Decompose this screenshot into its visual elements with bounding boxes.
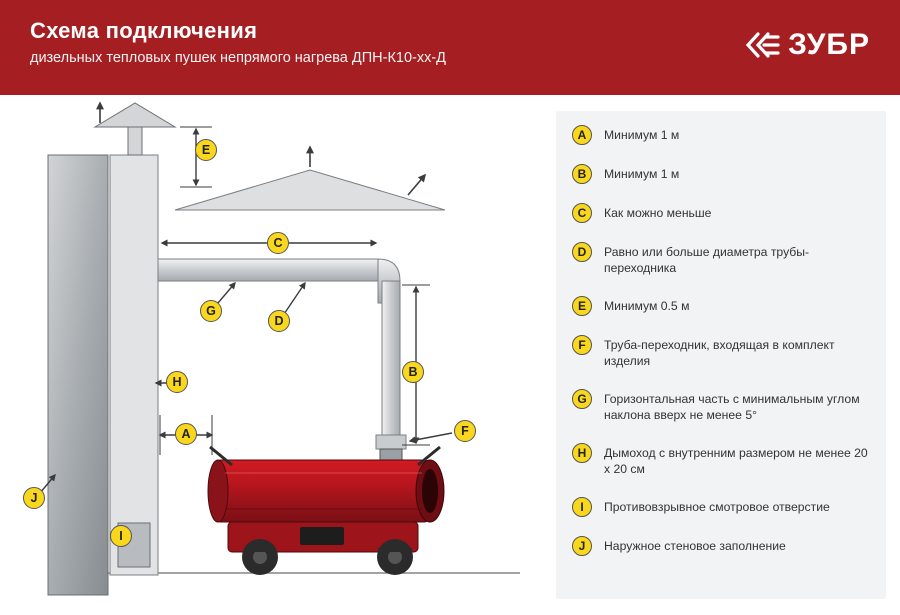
legend-marker-C: C — [572, 203, 592, 223]
logo-icon — [744, 30, 780, 60]
diagram-marker-A: A — [175, 423, 197, 445]
diagram-marker-J: J — [23, 487, 45, 509]
legend-row-H: H Дымоход с внутренним размером не менее… — [572, 443, 870, 478]
diagram-marker-D: D — [268, 310, 290, 332]
header-subtitle: дизельных тепловых пушек непрямого нагре… — [30, 50, 446, 66]
legend-row-B: B Минимум 1 м — [572, 164, 870, 184]
diagram-svg — [0, 95, 550, 615]
legend-text-F: Труба-переходник, входящая в комплект из… — [604, 335, 870, 370]
legend-row-E: E Минимум 0.5 м — [572, 296, 870, 316]
header: Схема подключения дизельных тепловых пуш… — [0, 0, 900, 95]
legend-marker-F: F — [572, 335, 592, 355]
diagram-marker-F: F — [454, 420, 476, 442]
legend-marker-H: H — [572, 443, 592, 463]
diagram-marker-B: B — [402, 361, 424, 383]
legend-marker-B: B — [572, 164, 592, 184]
brand-logo: ЗУБР — [744, 28, 870, 62]
diagram-marker-G: G — [200, 300, 222, 322]
legend-panel: A Минимум 1 м B Минимум 1 м C Как можно … — [556, 111, 886, 599]
legend-marker-E: E — [572, 296, 592, 316]
diagram-marker-H: H — [166, 371, 188, 393]
legend-marker-J: J — [572, 536, 592, 556]
legend-text-A: Минимум 1 м — [604, 125, 679, 143]
header-text-block: Схема подключения дизельных тепловых пуш… — [30, 18, 446, 66]
legend-row-G: G Горизонтальная часть с минимальным угл… — [572, 389, 870, 424]
legend-row-C: C Как можно меньше — [572, 203, 870, 223]
diagram-marker-E: E — [195, 139, 217, 161]
legend-row-I: I Противовзрывное смотровое отверстие — [572, 497, 870, 517]
legend-text-D: Равно или больше диаметра трубы-переходн… — [604, 242, 870, 277]
diagram-marker-C: C — [267, 232, 289, 254]
legend-row-J: J Наружное стеновое заполнение — [572, 536, 870, 556]
legend-text-I: Противовзрывное смотровое отверстие — [604, 497, 830, 515]
legend-text-E: Минимум 0.5 м — [604, 296, 689, 314]
legend-row-D: D Равно или больше диаметра трубы-перехо… — [572, 242, 870, 277]
legend-row-A: A Минимум 1 м — [572, 125, 870, 145]
legend-marker-G: G — [572, 389, 592, 409]
legend-text-C: Как можно меньше — [604, 203, 711, 221]
diagram-marker-I: I — [110, 525, 132, 547]
main-content: E C G D H B A F J I A Минимум 1 м B Мини… — [0, 95, 900, 615]
legend-marker-D: D — [572, 242, 592, 262]
legend-text-G: Горизонтальная часть с минимальным углом… — [604, 389, 870, 424]
header-title: Схема подключения — [30, 18, 446, 44]
legend-text-B: Минимум 1 м — [604, 164, 679, 182]
legend-marker-A: A — [572, 125, 592, 145]
legend-marker-I: I — [572, 497, 592, 517]
brand-name: ЗУБР — [788, 28, 870, 62]
legend-text-J: Наружное стеновое заполнение — [604, 536, 786, 554]
diagram-area: E C G D H B A F J I — [0, 95, 550, 615]
legend-row-F: F Труба-переходник, входящая в комплект … — [572, 335, 870, 370]
legend-text-H: Дымоход с внутренним размером не менее 2… — [604, 443, 870, 478]
